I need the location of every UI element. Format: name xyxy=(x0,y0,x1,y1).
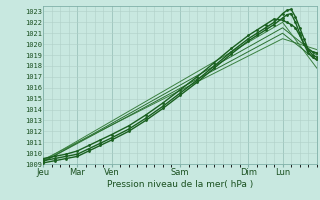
X-axis label: Pression niveau de la mer( hPa ): Pression niveau de la mer( hPa ) xyxy=(107,180,253,189)
